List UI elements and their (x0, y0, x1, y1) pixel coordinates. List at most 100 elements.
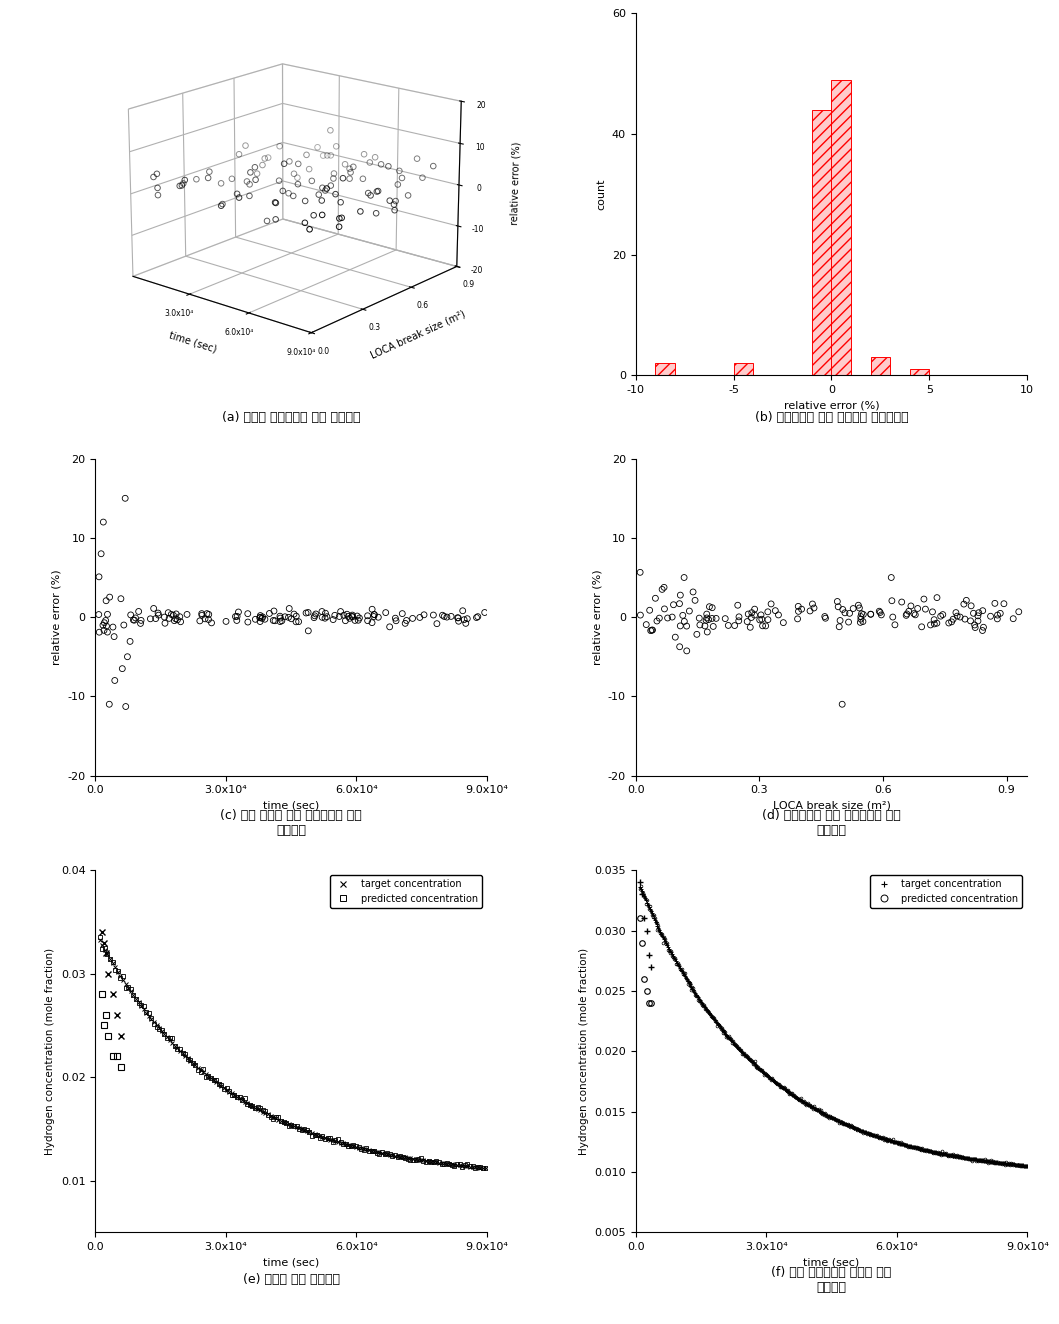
Point (365, 606, 382, 628)
Point (775, 612, 792, 633)
Point (281, 598, 298, 620)
Point (969, 605, 986, 626)
Point (200, 604, 217, 625)
Point (743, 602, 760, 624)
Point (127, 608, 144, 629)
X-axis label: time (sec): time (sec) (263, 1258, 319, 1267)
Point (346, 610, 363, 632)
Text: (b) 수소농도의 상대 예측오차 히스토그램: (b) 수소농도의 상대 예측오차 히스토그램 (755, 410, 909, 424)
target concentration (1021, 1158, 1034, 1174)
Point (256, 609, 273, 630)
Point (363, 598, 380, 620)
Point (905, 602, 922, 624)
predicted concentration (788, 1087, 801, 1103)
Point (387, 608, 403, 629)
Point (326, 605, 343, 626)
X-axis label: LOCA break size (m²): LOCA break size (m²) (772, 801, 891, 810)
target concentration (412, 1152, 425, 1168)
Point (469, 606, 486, 628)
Point (833, 694, 850, 715)
Point (648, 610, 665, 632)
Point (193, 602, 210, 624)
Point (852, 606, 869, 628)
Y-axis label: Hydrogen concentration (mole fraction): Hydrogen concentration (mole fraction) (578, 948, 589, 1155)
Point (651, 608, 668, 629)
Point (98, 616, 115, 637)
Point (97, 610, 114, 632)
Point (952, 606, 969, 628)
Point (884, 606, 901, 628)
Point (854, 602, 870, 624)
Point (759, 609, 776, 630)
Point (697, 616, 714, 637)
Point (280, 606, 297, 628)
Point (757, 616, 774, 637)
Point (907, 604, 923, 625)
Point (200, 609, 217, 630)
target concentration (295, 1121, 308, 1137)
Point (790, 601, 807, 622)
Point (434, 605, 451, 626)
Point (273, 610, 290, 632)
Point (229, 610, 246, 632)
Point (703, 608, 720, 629)
Point (958, 589, 975, 610)
Point (254, 608, 271, 629)
Point (671, 593, 688, 614)
Point (300, 620, 317, 641)
Y-axis label: relative error (%): relative error (%) (592, 569, 603, 665)
Point (97, 591, 114, 612)
Point (319, 606, 336, 628)
Point (754, 616, 771, 637)
Point (747, 598, 764, 620)
Point (415, 604, 432, 625)
Point (862, 604, 879, 625)
Point (948, 602, 965, 624)
Point (816, 608, 833, 629)
Text: (a) 시간과 파단크기에 대한 수소농도: (a) 시간과 파단크기에 대한 수소농도 (221, 410, 360, 424)
Point (179, 604, 196, 625)
Point (92, 543, 109, 564)
predicted concentration (878, 1129, 891, 1145)
Point (638, 614, 654, 636)
Point (720, 614, 737, 636)
Point (398, 610, 415, 632)
Point (359, 610, 376, 632)
Point (831, 610, 848, 632)
Point (105, 617, 122, 638)
Point (659, 608, 676, 629)
Point (747, 605, 764, 626)
Bar (812, 110, 831, 375)
Point (192, 610, 209, 632)
target concentration (877, 1131, 890, 1147)
Point (742, 606, 759, 628)
Point (934, 604, 951, 625)
Point (455, 609, 472, 630)
Point (119, 646, 136, 667)
Point (450, 610, 467, 632)
Point (641, 600, 658, 621)
Point (900, 601, 917, 622)
Point (340, 606, 357, 628)
Point (664, 606, 681, 628)
Point (459, 608, 475, 629)
target concentration (311, 1127, 324, 1143)
Bar (870, 357, 891, 375)
Point (806, 597, 823, 618)
target concentration (633, 879, 646, 895)
Point (700, 609, 717, 630)
Point (95, 620, 112, 641)
Point (365, 604, 382, 625)
Point (902, 596, 919, 617)
predicted concentration (360, 1140, 373, 1156)
Line: target concentration: target concentration (639, 884, 1029, 1168)
Point (254, 606, 271, 628)
Bar (734, 363, 753, 375)
Point (252, 610, 269, 632)
Point (405, 608, 421, 629)
Point (98, 604, 115, 625)
Point (917, 598, 934, 620)
Point (90, 604, 107, 625)
Point (644, 620, 661, 641)
Point (653, 579, 670, 600)
